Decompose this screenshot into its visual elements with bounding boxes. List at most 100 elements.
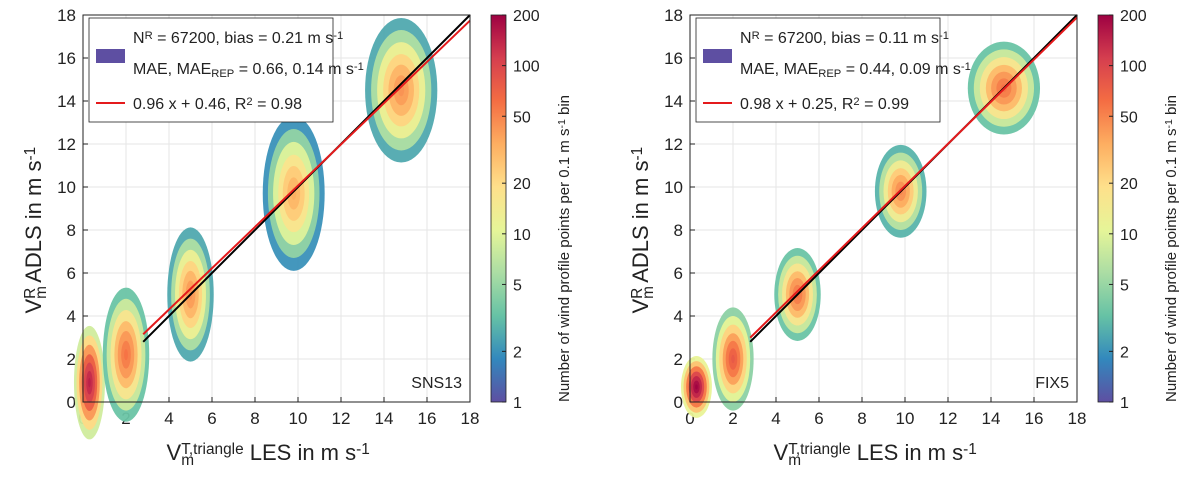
x-tick-label: 16 [418,409,437,428]
x-axis-label: VmT,triangle LES in m s-1 [167,440,370,469]
x-axis-label-part: T,triangle [181,441,243,458]
y-tick-label: 18 [57,6,76,25]
density-cell [88,377,91,388]
y-tick-label: 14 [57,92,76,111]
x-tick-label: 6 [207,409,216,428]
legend-text-part: MAE, MAE [740,61,818,78]
x-tick-label: 16 [1025,409,1044,428]
x-axis-label-part: m [788,452,801,469]
x-tick-label: 14 [375,409,394,428]
x-tick-label: 4 [164,409,173,428]
colorbar-tick-label: 200 [1120,8,1147,25]
legend-box [695,17,941,123]
legend-text-part: 0.96 x + 0.46, R [133,96,246,113]
colorbar-tick-label: 100 [513,59,540,76]
x-tick-label: 4 [771,409,780,428]
colorbar-tick-label: 10 [513,227,531,244]
colorbar-tick-label: 20 [513,176,531,193]
legend-text-part: = 67200, bias = 0.21 m s [153,30,334,47]
legend-text-part: 0.98 x + 0.25, R [740,96,853,113]
y-axis-label-part: -1 [629,147,646,161]
x-axis-label-part: T,triangle [788,441,850,458]
x-axis-label-part: V [167,440,182,465]
y-tick-label: 10 [57,178,76,197]
colorbar-tick-label: 2 [1120,344,1129,361]
legend-patch [703,49,732,63]
x-tick-label: 8 [857,409,866,428]
y-tick-label: 4 [67,307,76,326]
colorbar-tick-label: 1 [1120,395,1129,412]
y-axis-label-part: m [640,286,657,299]
x-tick-label: 10 [896,409,915,428]
colorbar [490,14,507,403]
colorbar-tick-label: 200 [513,8,540,25]
y-tick-label: 8 [674,221,683,240]
y-axis-label-part: V [21,299,46,314]
legend-text-part: -1 [961,61,971,73]
y-tick-label: 0 [67,393,76,412]
y-tick-label: 14 [664,92,683,111]
legend-box [88,17,334,123]
legend-text-part: MAE, MAE [133,61,211,78]
legend-text: MAE, MAEREP = 0.44, 0.09 m s-1 [740,61,971,81]
colorbar-tick-label: 20 [1120,176,1138,193]
density-cell [124,349,128,361]
x-tick-label: 10 [289,409,308,428]
x-tick-label: 8 [250,409,259,428]
legend-text-part: -1 [333,30,343,42]
legend-text-part: 2 [246,96,252,108]
legend-text-part: REP [818,68,841,80]
colorbar-label: Number of wind profile points per 0.1 m … [1163,95,1180,402]
x-axis-label-part: -1 [963,441,977,458]
x-axis-label-part: -1 [356,441,370,458]
x-tick-label: 0 [685,409,694,428]
y-tick-label: 6 [674,264,683,283]
colorbar-label: Number of wind profile points per 0.1 m … [556,95,573,402]
legend-text-part: -1 [939,30,949,42]
colorbar-tick-label: 2 [513,344,522,361]
y-axis-label-part: m [33,286,50,299]
legend-text-part: R [752,30,760,42]
y-tick-label: 18 [664,6,683,25]
x-axis-label-part: m [181,452,194,469]
panel-label: SNS13 [411,375,462,392]
legend-text-part: N [740,30,752,47]
x-tick-label: 12 [332,409,351,428]
colorbar-label-part: bin [1163,95,1180,119]
fit-line [142,19,471,335]
legend-patch [96,49,125,63]
y-axis-label-part: -1 [22,147,39,161]
y-axis-label-part: ADLS in m s [21,161,46,288]
colorbar-tick-label: 100 [1120,59,1147,76]
colorbar-tick-label: 10 [1120,227,1138,244]
y-tick-label: 2 [674,350,683,369]
y-axis-label-part: R [22,288,39,299]
x-axis-label: VmT,triangle LES in m s-1 [774,440,977,469]
y-axis-label-part: ADLS in m s [628,161,653,288]
x-tick-label: 18 [461,409,480,428]
x-axis-label-part: V [774,440,789,465]
y-tick-label: 12 [57,135,76,154]
y-tick-label: 12 [664,135,683,154]
legend-text-part: N [133,30,145,47]
legend-text: NR = 67200, bias = 0.11 m s-1 [740,30,949,47]
colorbar-label-part: -1 [1163,119,1175,128]
x-tick-label: 18 [1068,409,1087,428]
legend-text-part: 2 [853,96,859,108]
legend-text-part: = 0.98 [253,96,302,113]
colorbar [1097,14,1114,403]
y-tick-label: 2 [67,350,76,369]
density-cell [695,384,698,390]
colorbar-label-part: bin [556,95,573,119]
colorbar-label-part: Number of wind profile points per 0.1 m … [1163,129,1180,402]
legend-text: 0.96 x + 0.46, R2 = 0.98 [133,96,302,113]
legend-text-part: = 0.99 [860,96,909,113]
legend-text-part: = 67200, bias = 0.11 m s [760,30,939,47]
y-tick-label: 0 [674,393,683,412]
panel-label: FIX5 [1035,375,1069,392]
x-tick-label: 12 [939,409,958,428]
legend-text-part: R [145,30,153,42]
x-axis-label-part: LES in m s [244,440,356,465]
y-tick-label: 8 [67,221,76,240]
